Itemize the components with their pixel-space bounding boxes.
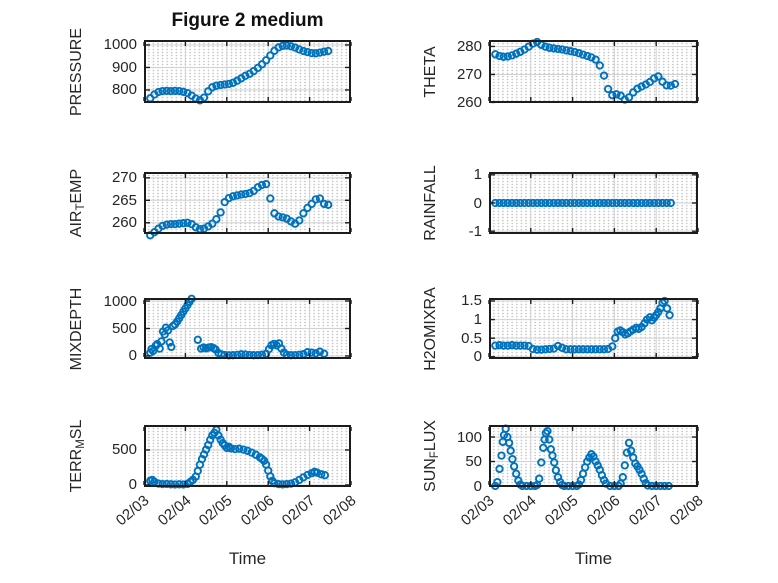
x-tick-label: 02/06 (237, 492, 278, 530)
y-tick-label: 0 (473, 194, 482, 212)
subplot-pressure: 1000 900 800 PRESSURE (68, 27, 352, 116)
x-tick-label: 02/03 (458, 492, 498, 530)
y-axis-label-theta: THETA (422, 45, 439, 98)
subplot-terr_msl: 500 0 TERRMSL 02/03 02/04 02/05 02/06 02/07 02/0… (68, 420, 360, 530)
y-tick-label: 270 (456, 65, 482, 83)
x-tick-label: 02/08 (667, 492, 707, 530)
y-tick-label: 260 (111, 214, 137, 232)
data-markers (491, 198, 675, 208)
x-axis-label-left: Time (228, 549, 267, 568)
y-axis-label-pressure: PRESSURE (68, 27, 85, 116)
y-tick-label: 100 (456, 428, 482, 446)
plot-area-pressure (143, 40, 352, 105)
x-tick-label: 02/05 (196, 492, 236, 530)
data-markers (146, 41, 333, 105)
subplot-mixdepth: 1000 500 0 MIXDEPTH (68, 287, 352, 370)
y-tick-label: 900 (111, 58, 137, 76)
subplot-air_temp: 270 265 260 AIRTEMP (68, 169, 352, 240)
subplot-h2omixra: 1.5 1 0.5 0 H2OMIXRA (422, 287, 699, 370)
figure-title: Figure 2 medium (171, 10, 324, 31)
y-tick-label: 50 (465, 453, 482, 470)
x-tick-label: 02/05 (541, 492, 582, 530)
y-tick-label: 500 (111, 441, 137, 459)
y-tick-label: 0 (473, 477, 482, 495)
subplot-rainfall: 1 0 -1 RAINFALL (422, 165, 699, 241)
y-tick-label: 0 (473, 348, 482, 366)
y-tick-label: 260 (456, 93, 482, 111)
y-tick-label: 0 (128, 476, 137, 494)
x-tick-label: 02/08 (320, 492, 360, 530)
y-tick-label: 0.5 (461, 329, 482, 347)
y-tick-label: 1000 (103, 292, 137, 310)
y-tick-label: 1.5 (461, 292, 482, 310)
y-axis-label-sun_flux: SUNFLUX (422, 420, 441, 492)
y-axis-label-rainfall: RAINFALL (422, 165, 439, 241)
x-tick-label: 02/04 (154, 492, 195, 530)
y-axis-label-terr_msl: TERRMSL (68, 419, 87, 493)
plot-area-terr_msl (143, 425, 352, 489)
y-tick-label: 1 (473, 166, 482, 184)
y-tick-label: 270 (111, 169, 137, 187)
y-tick-label: 0 (128, 347, 137, 365)
data-markers (491, 296, 674, 354)
x-tick-label: 02/06 (583, 492, 624, 530)
subplot-theta: 280 270 260 THETA (422, 37, 699, 111)
plot-area-air_temp (143, 172, 352, 240)
plot-area-h2omixra (488, 296, 699, 359)
data-markers (146, 425, 330, 489)
y-tick-label: 800 (111, 81, 137, 99)
data-markers (146, 294, 329, 360)
y-tick-label: -1 (468, 222, 482, 240)
data-markers (491, 37, 680, 104)
y-tick-label: 500 (111, 320, 137, 337)
x-tick-label: 02/03 (113, 492, 153, 530)
y-tick-label: 1 (473, 311, 482, 329)
plot-area-mixdepth (143, 294, 352, 360)
y-tick-label: 1000 (103, 36, 137, 54)
data-markers (146, 179, 333, 240)
y-axis-label-mixdepth: MIXDEPTH (68, 287, 85, 370)
y-axis-label-h2omixra: H2OMIXRA (422, 286, 439, 371)
x-tick-label: 02/07 (278, 492, 319, 530)
subplot-sun_flux: 100 50 0 SUNFLUX 02/03 02/04 02/05 02/06 02/07 02… (422, 420, 707, 529)
plot-area-rainfall (488, 172, 699, 234)
y-tick-label: 280 (456, 37, 482, 55)
plot-area-theta (488, 37, 699, 104)
y-tick-label: 265 (111, 191, 137, 209)
x-tick-label: 02/04 (500, 492, 540, 530)
x-axis-label-right: Time (574, 549, 613, 568)
y-axis-label-air_temp: AIRTEMP (68, 168, 87, 238)
x-tick-label: 02/07 (625, 492, 666, 530)
data-markers (491, 424, 673, 491)
plot-area-sun_flux (488, 424, 699, 491)
